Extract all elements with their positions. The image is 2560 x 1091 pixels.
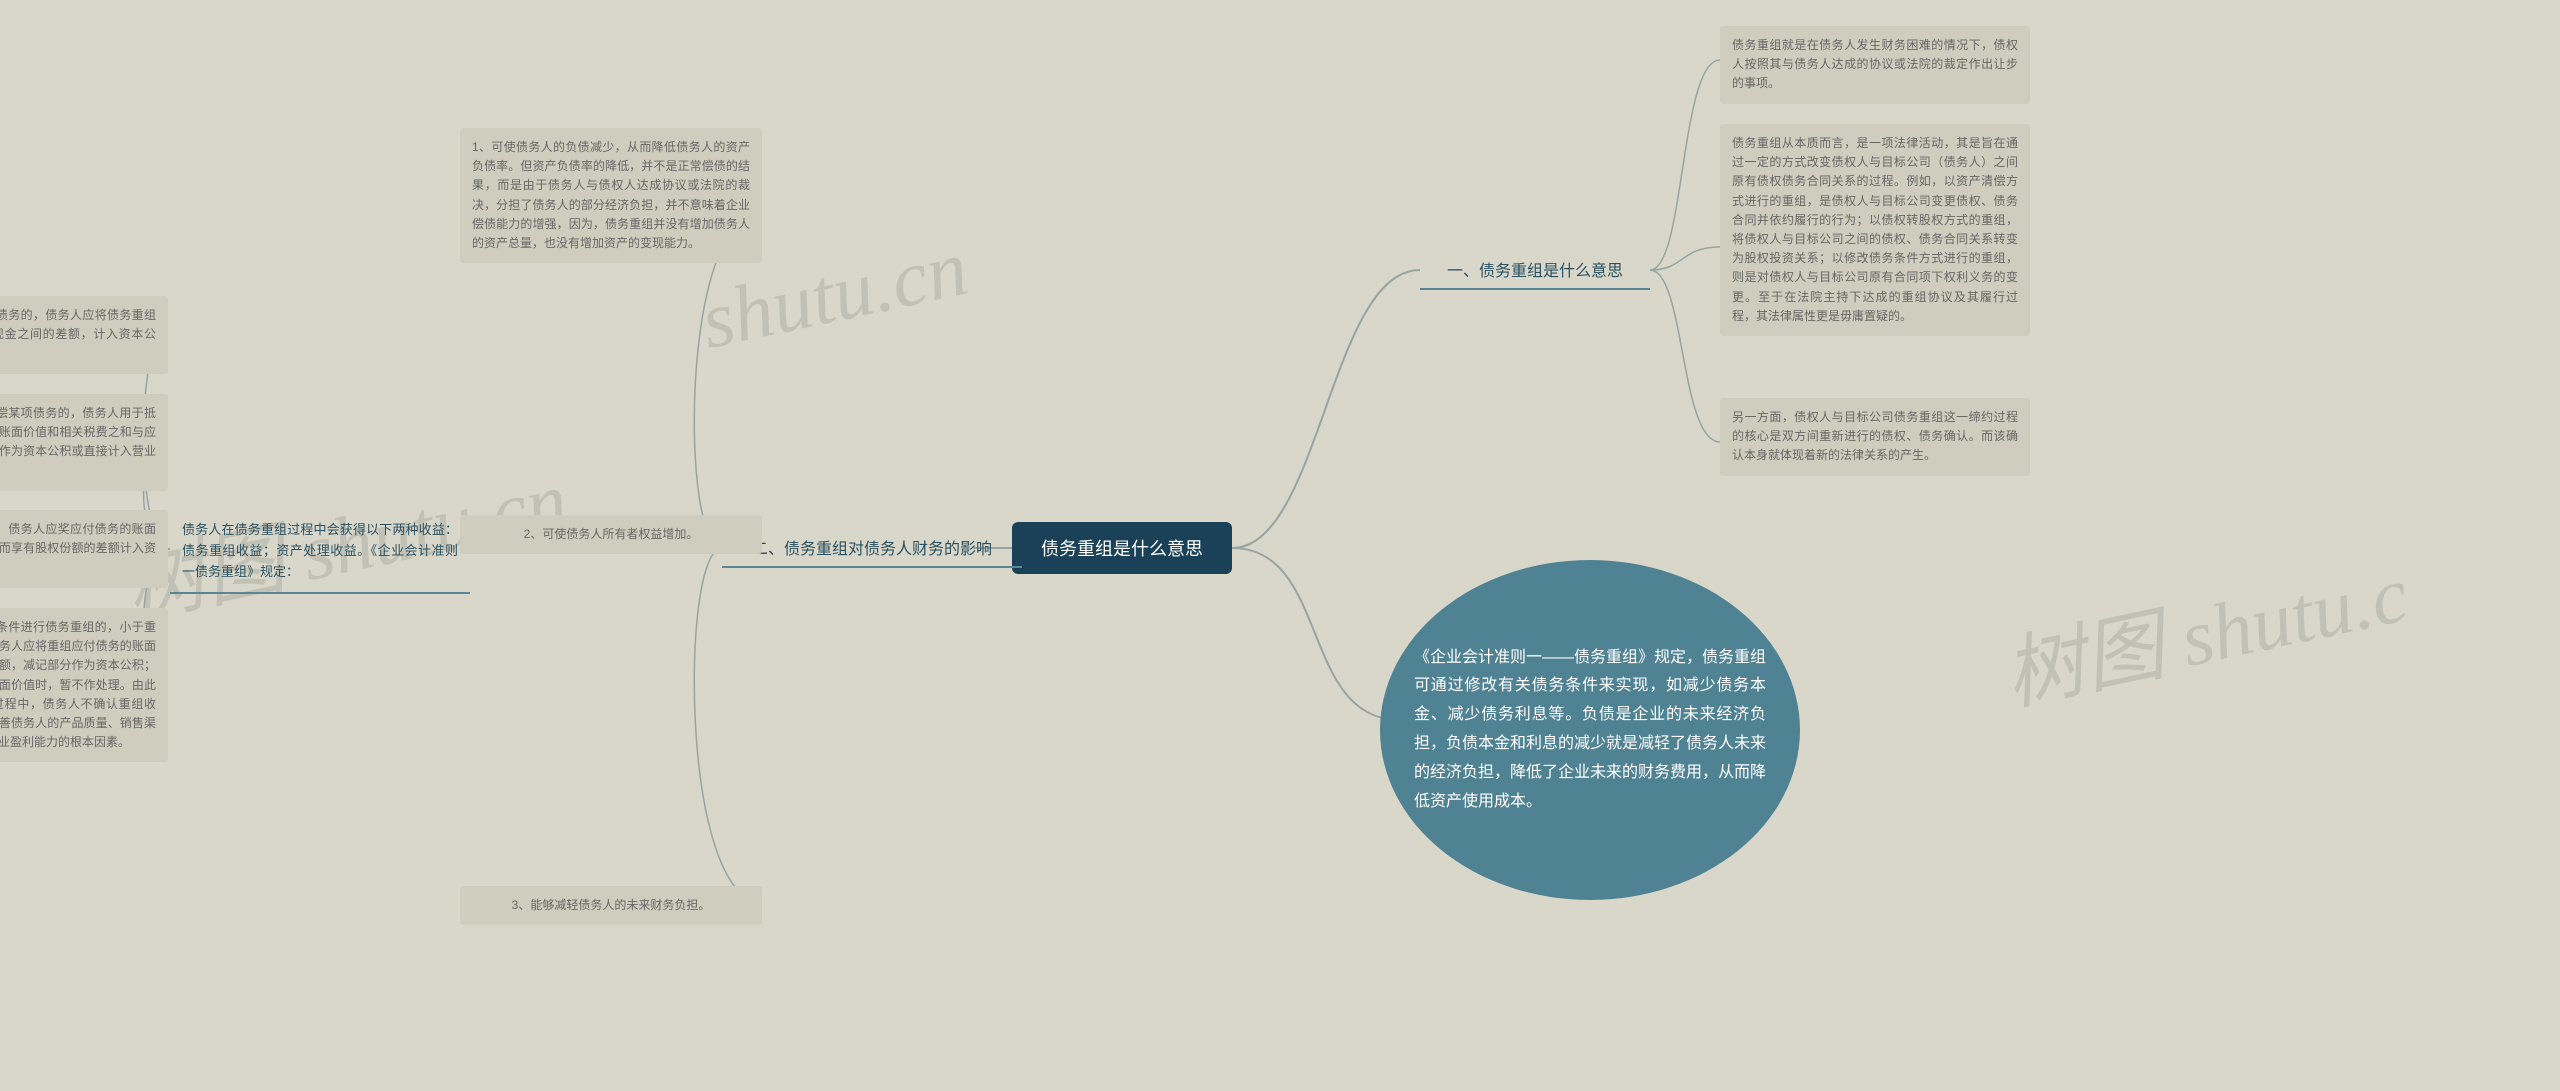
branch-node-1[interactable]: 一、债务重组是什么意思 (1420, 250, 1650, 290)
leaf-l2c: 3、能够减轻债务人的未来财务负担。 (460, 886, 762, 925)
root-node[interactable]: 债务重组是什么意思 (1012, 522, 1232, 574)
leaf-s1: （1）以现金清偿某项债务的，债务人应将债务重组的账面价值与支付的现金之间的差额，… (0, 296, 168, 374)
leaf-s2: （2）以非现金资产清偿某项债务的，债务人用于抵偿债务的非现金资产的账面价值和相关… (0, 394, 168, 491)
summary-node: 《企业会计准则一——债务重组》规定，债务重组可通过修改有关债务条件来实现，如减少… (1380, 560, 1800, 900)
branch-node-2[interactable]: 二、债务重组对债务人财务的影响 (722, 528, 1022, 568)
leaf-l2a: 1、可使债务人的负债减少，从而降低债务人的资产负债率。但资产负债率的降低，并不是… (460, 128, 762, 263)
leaf-s4: （4）以修改其他债务条件进行债务重组的，小于重组债务账面价值时，债务人应将重组应… (0, 608, 168, 762)
leaf-s3: （3）债务转为资本的，债务人应奖应付债务的账面价值与债权人放弃债权而享有股权份额… (0, 510, 168, 588)
sub-label: 债务人在债务重组过程中会获得以下两种收益：债务重组收益；资产处理收益。《企业会计… (170, 510, 470, 594)
watermark-3: 树图 shutu.c (1992, 529, 2416, 727)
leaf-l2b: 2、可使债务人所有者权益增加。 (460, 515, 762, 554)
leaf-r1c: 另一方面，债权人与目标公司债务重组这一缔约过程的核心是双方间重新进行的债权、债务… (1720, 398, 2030, 476)
leaf-r1b: 债务重组从本质而言，是一项法律活动，其是旨在通过一定的方式改变债权人与目标公司（… (1720, 124, 2030, 336)
leaf-r1a: 债务重组就是在债务人发生财务困难的情况下，债权人按照其与债务人达成的协议或法院的… (1720, 26, 2030, 104)
